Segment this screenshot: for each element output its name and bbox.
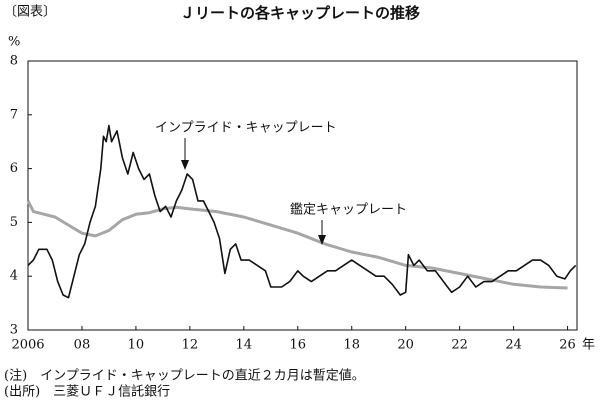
- arrow-head: [318, 235, 326, 245]
- x-tick-label: 16: [290, 338, 307, 353]
- x-unit: 年: [582, 338, 595, 353]
- annotation: インプライド・キャップレート: [155, 121, 337, 136]
- x-tick-label: 08: [74, 338, 91, 353]
- annotation: 鑑定キャップレート: [290, 202, 407, 218]
- note: (注) インプライド・キャップレートの直近２カ月は暫定値。: [4, 368, 365, 384]
- x-tick-label: 26: [559, 338, 576, 353]
- series-line: [27, 124, 577, 299]
- source: (出所) 三菱ＵＦＪ信託銀行: [4, 384, 170, 400]
- y-tick-label: 6: [10, 161, 18, 176]
- x-tick-label: 10: [128, 338, 145, 353]
- figure-label: 〔図表〕: [4, 5, 56, 20]
- x-tick-label: 14: [236, 338, 253, 353]
- plot-frame: [27, 60, 578, 331]
- chart-title: Ｊリートの各キャップレートの推移: [180, 4, 420, 22]
- arrow-head: [181, 160, 189, 170]
- x-tick-label: 18: [343, 338, 360, 353]
- x-tick-label: 22: [451, 338, 468, 353]
- x-tick-label: 12: [182, 338, 199, 353]
- y-tick-label: 3: [10, 323, 18, 338]
- y-tick-label: 8: [10, 54, 18, 69]
- y-unit: %: [8, 35, 20, 50]
- y-tick-label: 4: [10, 269, 18, 284]
- x-tick-label: 20: [397, 338, 414, 353]
- y-tick-label: 7: [10, 107, 18, 122]
- x-tick-label: 24: [505, 338, 522, 353]
- x-tick-label: 2006: [11, 338, 44, 353]
- y-tick-label: 5: [10, 215, 18, 230]
